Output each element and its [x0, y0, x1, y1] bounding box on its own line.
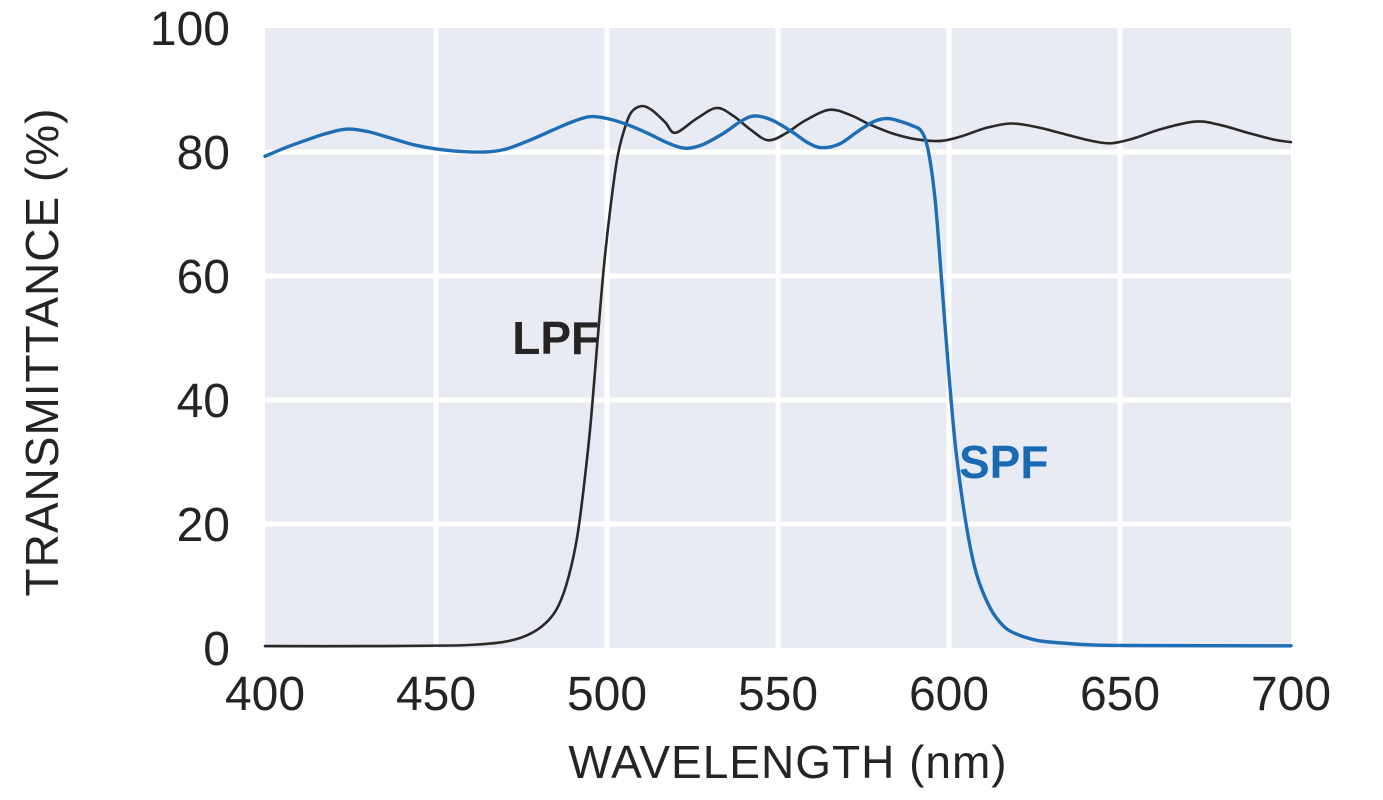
y-axis-title: TRANSMITTANCE (%)	[16, 107, 68, 597]
x-tick-label-650: 650	[1080, 668, 1160, 721]
y-tick-label-40: 40	[177, 375, 230, 428]
x-axis-title: WAVELENGTH (nm)	[568, 736, 1008, 788]
x-tick-label-550: 550	[738, 668, 818, 721]
y-tick-label-80: 80	[177, 127, 230, 180]
y-tick-label-100: 100	[150, 3, 230, 56]
lpf-curve	[263, 104, 1293, 648]
y-tick-label-60: 60	[177, 251, 230, 304]
x-tick-label-400: 400	[225, 668, 305, 721]
spf-label: SPF	[959, 436, 1048, 488]
x-tick-label-600: 600	[909, 668, 989, 721]
x-tick-label-700: 700	[1251, 668, 1331, 721]
lpf-label: LPF	[512, 312, 599, 364]
x-tick-label-500: 500	[567, 668, 647, 721]
y-tick-label-0: 0	[203, 623, 230, 676]
spf-curve	[263, 114, 1293, 648]
y-tick-label-20: 20	[177, 499, 230, 552]
x-tick-label-450: 450	[396, 668, 476, 721]
